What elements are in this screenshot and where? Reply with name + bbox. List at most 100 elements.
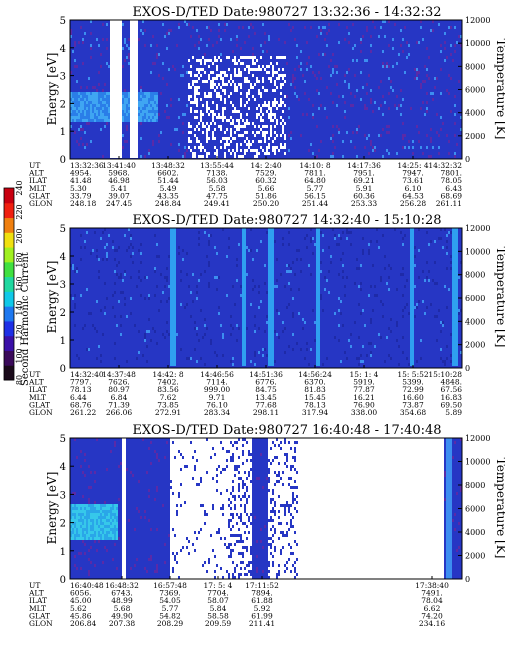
heat-cell xyxy=(456,351,458,354)
heat-cell xyxy=(144,44,146,47)
heat-cell xyxy=(102,525,104,528)
heat-cell xyxy=(172,447,174,450)
heat-cell xyxy=(106,122,108,125)
heat-cell xyxy=(196,468,198,471)
heat-cell xyxy=(100,516,102,519)
heat-cell xyxy=(198,339,200,342)
heat-cell xyxy=(120,149,122,152)
heat-cell xyxy=(234,56,236,59)
y-tick-label: 0 xyxy=(60,155,66,166)
heat-cell xyxy=(172,306,174,309)
heat-cell xyxy=(218,477,220,480)
heat-cell xyxy=(200,155,202,158)
heat-cell xyxy=(108,519,110,522)
heat-cell xyxy=(272,315,274,318)
heat-cell xyxy=(318,249,320,252)
heat-cell xyxy=(216,107,218,110)
heat-cell xyxy=(178,510,180,513)
heat-cell xyxy=(182,450,184,453)
heat-cell xyxy=(456,267,458,270)
heat-cell xyxy=(138,330,140,333)
colorbar-swatch xyxy=(4,350,14,366)
heat-cell xyxy=(456,306,458,309)
heat-cell xyxy=(368,243,370,246)
heat-cell xyxy=(74,528,76,531)
heat-cell xyxy=(188,59,190,62)
heat-cell xyxy=(318,294,320,297)
heat-cell xyxy=(118,465,120,468)
heat-cell xyxy=(324,288,326,291)
heat-cell xyxy=(78,116,80,119)
heat-cell xyxy=(216,483,218,486)
heat-cell xyxy=(172,327,174,330)
heat-cell xyxy=(122,558,124,561)
heat-cell xyxy=(188,555,190,558)
heat-cell xyxy=(272,258,274,261)
heat-cell xyxy=(270,119,272,122)
heat-cell xyxy=(282,119,284,122)
heat-cell xyxy=(124,107,126,110)
heat-cell xyxy=(130,89,132,92)
heat-cell xyxy=(100,522,102,525)
heat-cell xyxy=(120,131,122,134)
heat-cell xyxy=(102,522,104,525)
heat-cell xyxy=(190,525,192,528)
heat-cell xyxy=(262,131,264,134)
heat-cell xyxy=(128,53,130,56)
heat-cell xyxy=(194,128,196,131)
heat-cell xyxy=(268,71,270,74)
heat-cell xyxy=(88,104,90,107)
heat-cell xyxy=(236,119,238,122)
heat-cell xyxy=(202,573,204,576)
heat-cell xyxy=(122,525,124,528)
orbit-value: 283.34 xyxy=(204,408,230,417)
heat-cell xyxy=(130,116,132,119)
heat-cell xyxy=(224,137,226,140)
heat-cell xyxy=(394,228,396,231)
heat-cell xyxy=(238,26,240,29)
heat-cell xyxy=(288,270,290,273)
heat-cell xyxy=(136,152,138,155)
heat-cell xyxy=(206,95,208,98)
heat-cell xyxy=(156,116,158,119)
heat-cell xyxy=(400,113,402,116)
heat-cell xyxy=(202,570,204,573)
heat-cell xyxy=(112,59,114,62)
heat-cell xyxy=(412,279,414,282)
heat-cell xyxy=(124,270,126,273)
heat-cell xyxy=(198,480,200,483)
heat-cell xyxy=(216,149,218,152)
heat-cell xyxy=(452,249,454,252)
heat-cell xyxy=(126,107,128,110)
heat-cell xyxy=(312,113,314,116)
heat-cell xyxy=(318,339,320,342)
heat-cell xyxy=(272,264,274,267)
heat-cell xyxy=(176,471,178,474)
heat-cell xyxy=(452,228,454,231)
heat-cell xyxy=(198,77,200,80)
heat-cell xyxy=(170,273,172,276)
heat-cell xyxy=(202,558,204,561)
heat-cell xyxy=(454,240,456,243)
heat-cell xyxy=(74,522,76,525)
heat-cell xyxy=(204,318,206,321)
heat-cell xyxy=(218,498,220,501)
heat-cell xyxy=(132,110,134,113)
heat-cell xyxy=(196,546,198,549)
heat-cell xyxy=(182,492,184,495)
heat-cell xyxy=(78,537,80,540)
heat-cell xyxy=(136,357,138,360)
heat-cell xyxy=(156,113,158,116)
heat-cell xyxy=(88,501,90,504)
heat-cell xyxy=(196,555,198,558)
heat-cell xyxy=(312,252,314,255)
heat-cell xyxy=(96,89,98,92)
heat-cell xyxy=(320,261,322,264)
heat-cell xyxy=(214,516,216,519)
heat-cell xyxy=(96,110,98,113)
heat-cell xyxy=(412,321,414,324)
heat-cell xyxy=(78,101,80,104)
heat-cell xyxy=(136,507,138,510)
y2-axis-label: Temperature [K] xyxy=(494,39,505,140)
heat-cell xyxy=(244,131,246,134)
